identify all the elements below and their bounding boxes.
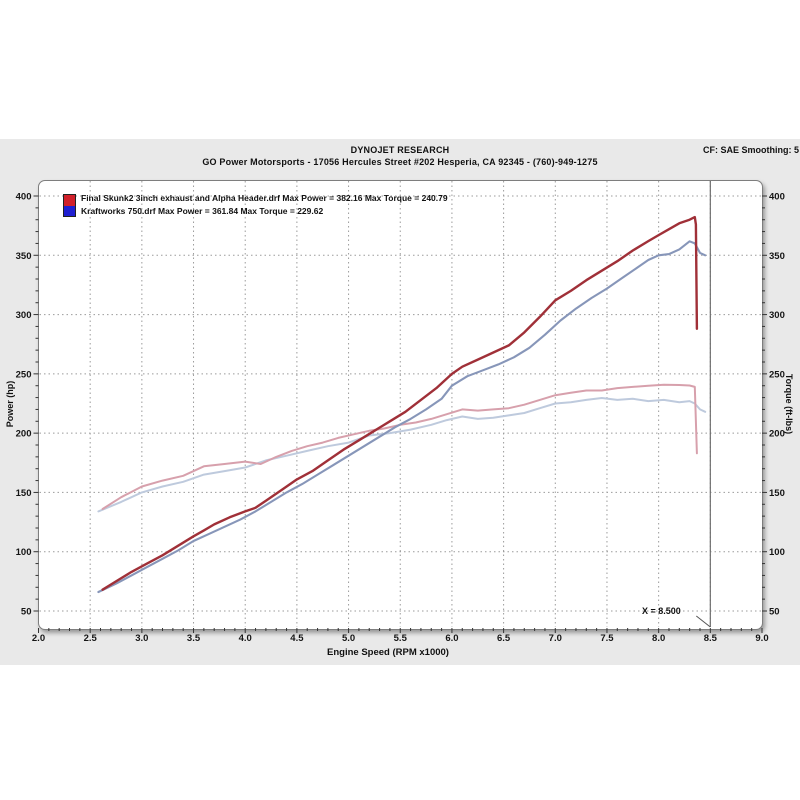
run2-color-chip <box>64 205 75 216</box>
x-tick-label: 8.5 <box>704 633 718 644</box>
x-tick-label: 3.5 <box>187 633 201 644</box>
rpm-axis-title: Engine Speed (RPM x1000) <box>327 647 449 658</box>
legend-run2-label: Kraftworks 750.drf Max Power = 361.84 Ma… <box>81 206 324 216</box>
cursor-callout-leader <box>696 615 711 628</box>
power-tick-label: 150 <box>16 488 32 499</box>
torque-tick-label: 100 <box>769 547 785 558</box>
power-tick-label: 50 <box>21 607 32 618</box>
x-tick-label: 5.5 <box>394 633 408 644</box>
x-tick-label: 7.0 <box>549 633 562 644</box>
x-tick-label: 4.5 <box>290 633 304 644</box>
run1-torque-curve <box>101 383 698 510</box>
power-tick-label: 350 <box>16 251 32 262</box>
x-tick-label: 4.0 <box>239 633 252 644</box>
power-tick-label: 250 <box>16 369 32 380</box>
x-tick-label: 9.0 <box>755 633 768 644</box>
x-tick-label: 3.0 <box>135 633 148 644</box>
torque-tick-label: 350 <box>769 251 785 262</box>
power-tick-label: 100 <box>16 547 32 558</box>
correction-smoothing-readout: CF: SAE Smoothing: 5 <box>703 145 799 155</box>
report-title: DYNOJET RESEARCH <box>350 145 450 155</box>
x-tick-label: 6.0 <box>445 633 458 644</box>
shop-address-line: GO Power Motorsports - 17056 Hercules St… <box>202 157 598 167</box>
power-tick-label: 200 <box>16 429 32 440</box>
torque-axis-title: Torque (ft-lbs) <box>784 373 794 435</box>
power-axis-title: Power (hp) <box>5 380 15 428</box>
torque-tick-label: 400 <box>769 192 785 203</box>
x-tick-label: 2.0 <box>32 633 45 644</box>
x-tick-label: 6.5 <box>497 633 511 644</box>
power-tick-label: 300 <box>16 310 32 321</box>
run1-color-chip <box>64 195 75 206</box>
run2-torque-curve <box>97 397 707 513</box>
torque-tick-label: 200 <box>769 429 785 440</box>
x-tick-label: 2.5 <box>84 633 98 644</box>
x-tick-label: 8.0 <box>652 633 665 644</box>
run2-power-curve <box>97 240 707 594</box>
x-tick-label: 7.5 <box>600 633 614 644</box>
legend-color-swatch <box>63 194 76 217</box>
legend-run1-label: Final Skunk2 3inch exhaust and Alpha Hea… <box>81 193 448 203</box>
x-tick-label: 5.0 <box>342 633 355 644</box>
power-tick-label: 400 <box>16 192 32 203</box>
run1-power-curve <box>101 215 699 591</box>
torque-tick-label: 150 <box>769 488 785 499</box>
torque-tick-label: 250 <box>769 369 785 380</box>
torque-tick-label: 50 <box>769 607 780 618</box>
torque-tick-label: 300 <box>769 310 785 321</box>
cursor-position-readout[interactable]: X = 8.500 <box>642 606 681 616</box>
